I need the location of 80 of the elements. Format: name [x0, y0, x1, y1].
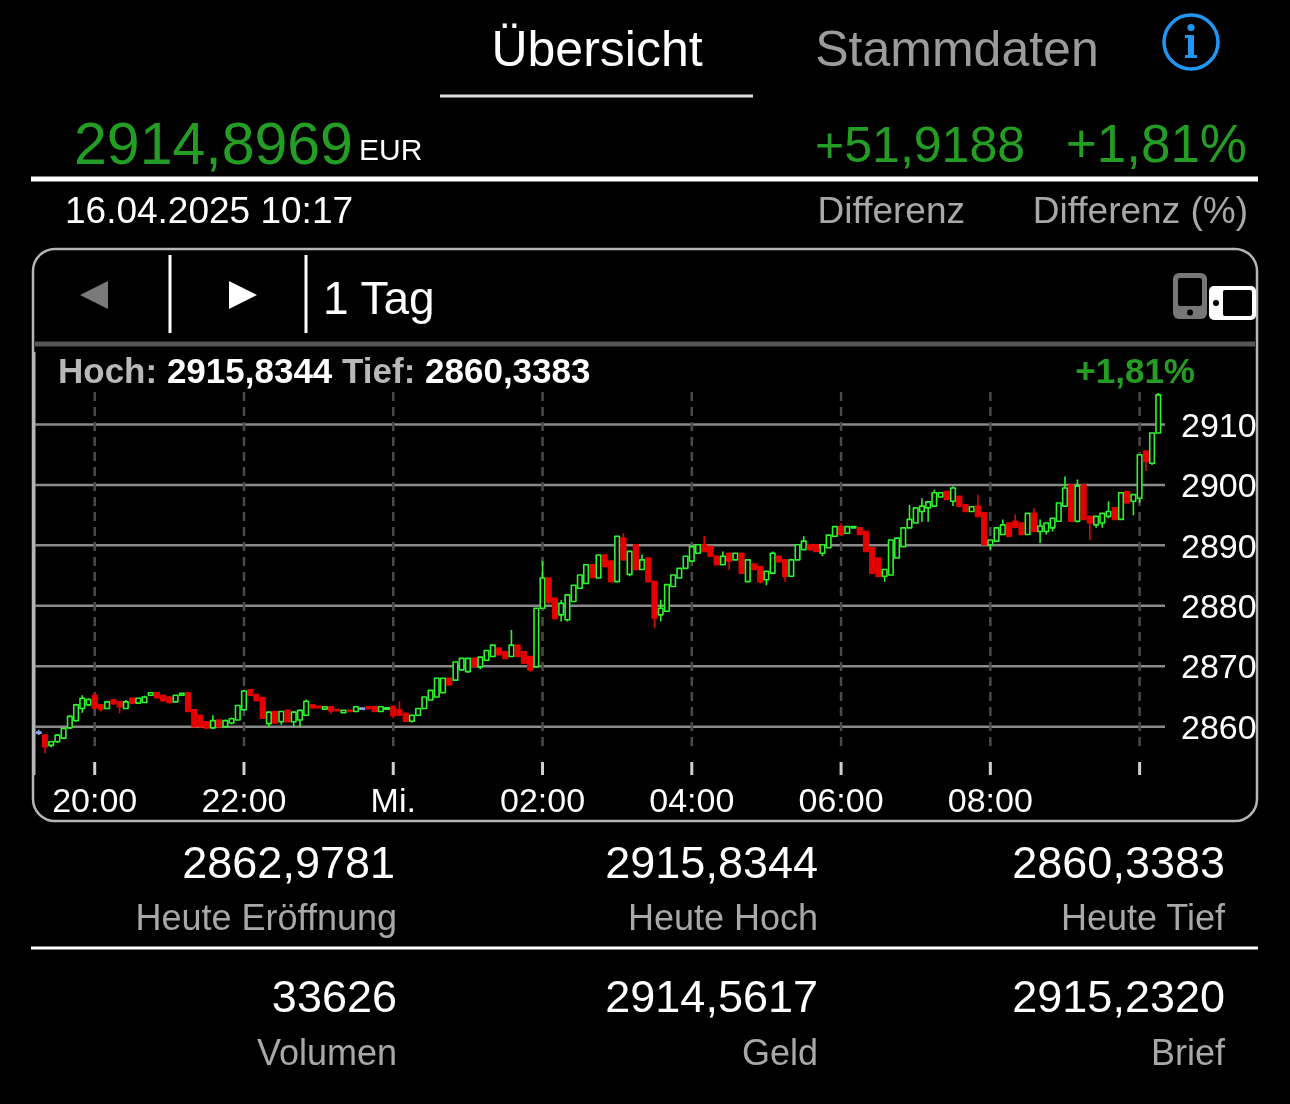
- candlestick: [122, 699, 129, 710]
- candlestick: [1142, 449, 1149, 472]
- annotation: Hoch: 2915,8344 Tief: 2860,3383: [58, 351, 591, 390]
- candlestick: [968, 505, 975, 513]
- candlestick: [446, 676, 453, 687]
- candlestick: [265, 710, 272, 728]
- text: Differenz (%): [1032, 190, 1248, 231]
- text: 2915,8344: [605, 837, 818, 888]
- text: 33626: [271, 971, 397, 1022]
- candlestick: [471, 656, 478, 668]
- x-tick-label: 02:00: [499, 781, 586, 819]
- text: Heute Hoch: [627, 897, 818, 938]
- candlestick: [614, 534, 621, 584]
- candlestick: [744, 558, 751, 584]
- text: Differenz: [817, 190, 965, 231]
- text: Geld: [741, 1032, 818, 1073]
- candlestick: [278, 710, 285, 726]
- candlestick: [638, 553, 646, 571]
- candlestick: [837, 522, 845, 536]
- candlestick: [1124, 490, 1131, 505]
- text: EUR: [359, 133, 423, 166]
- candlestick: [216, 718, 223, 729]
- annotation: +1,81%: [1075, 351, 1195, 390]
- text: 2862,9781: [182, 837, 395, 888]
- candlestick: [209, 714, 216, 730]
- text: 16.04.2025 10:17: [65, 190, 354, 231]
- candlestick: [508, 629, 515, 658]
- y-tick-label: 2870: [1181, 647, 1257, 686]
- candlestick: [738, 551, 745, 575]
- y-tick-label: 2890: [1181, 526, 1257, 565]
- candlestick: [284, 708, 291, 724]
- candlestick: [719, 550, 726, 567]
- candlestick: [1024, 511, 1031, 536]
- text: Stammdaten: [815, 21, 1099, 77]
- candlestick: [1111, 506, 1118, 521]
- x-tick-label: 04:00: [649, 781, 735, 819]
- x-tick-label: 08:00: [947, 781, 1033, 819]
- candlestick: [35, 728, 42, 736]
- y-tick-label: 2860: [1181, 707, 1257, 746]
- candlestick: [626, 549, 633, 577]
- x-tick-label: 06:00: [798, 781, 884, 819]
- text: 2915,2320: [1012, 971, 1225, 1022]
- candlestick: [949, 485, 957, 507]
- candlestick: [732, 551, 739, 562]
- candlestick: [41, 733, 49, 755]
- text: Übersicht: [491, 21, 703, 77]
- text: +51,9188: [815, 117, 1025, 173]
- text: 2914,8969: [74, 111, 353, 177]
- candlestick: [271, 710, 279, 725]
- text: Heute Eröffnung: [135, 897, 397, 938]
- candlestick: [1117, 492, 1125, 521]
- text: Heute Tief: [1060, 897, 1226, 938]
- candlestick: [340, 708, 347, 715]
- candlestick: [620, 532, 627, 561]
- y-tick-label: 2910: [1181, 405, 1257, 444]
- x-tick-label: 20:00: [52, 781, 138, 819]
- text: 1 Tag: [323, 272, 435, 324]
- candlestick: [359, 706, 366, 710]
- candlestick: [147, 691, 154, 697]
- text: Brief: [1150, 1032, 1226, 1073]
- text: +1,81%: [1065, 114, 1247, 173]
- candlestick: [104, 699, 111, 710]
- candlestick: [1068, 483, 1075, 523]
- text: 2860,3383: [1012, 837, 1225, 888]
- candlestick: [589, 563, 596, 579]
- candlestick: [352, 705, 360, 713]
- y-tick-label: 2900: [1181, 466, 1257, 505]
- candlestick: [943, 490, 950, 501]
- candlestick: [321, 705, 328, 711]
- candlestick: [1074, 478, 1081, 524]
- x-tick-label: 22:00: [201, 781, 287, 819]
- candlestick: [128, 696, 136, 705]
- x-tick-label: Mi.: [370, 781, 416, 819]
- y-tick-label: 2880: [1181, 587, 1257, 626]
- candlestick: [632, 543, 639, 571]
- candlestick: [1030, 507, 1037, 533]
- candlestick: [595, 553, 602, 580]
- text: 2914,5617: [605, 971, 818, 1022]
- candlestick: [726, 551, 733, 571]
- text: Volumen: [256, 1032, 397, 1073]
